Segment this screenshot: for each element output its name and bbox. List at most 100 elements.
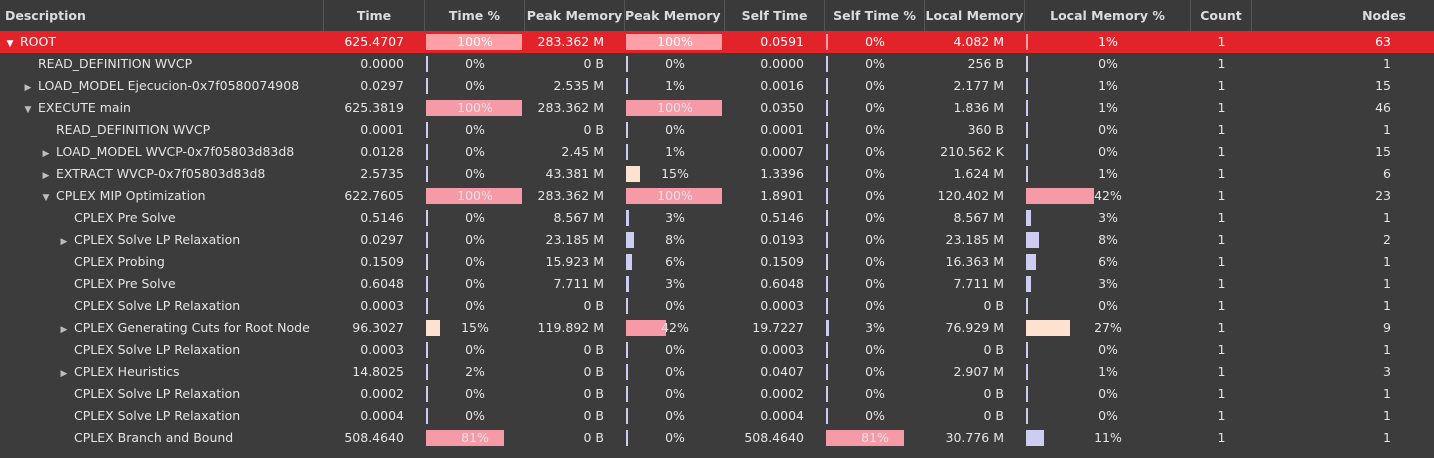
percent-label: 0% — [1098, 144, 1118, 159]
self-time-pct-cell: 0% — [825, 295, 925, 317]
tree-row[interactable]: ▼ ROOT 625.4707 100% 283.362 M 100% 0.0591 0% 4.… — [0, 31, 1434, 53]
peak-memory-cell: 23.185 M — [545, 232, 605, 247]
local-memory-pct-cell: 42% — [1025, 185, 1191, 207]
time-pct-cell: 0% — [425, 273, 525, 295]
percent-label: 0% — [865, 188, 885, 203]
percent-bar — [426, 232, 428, 248]
column-header-nodes[interactable]: Nodes — [1362, 8, 1406, 23]
peak-memory-cell: 119.892 M — [537, 320, 604, 335]
collapsed-arrow-icon[interactable]: ▶ — [60, 369, 68, 379]
collapsed-arrow-icon[interactable]: ▶ — [60, 237, 68, 247]
tree-row[interactable]: CPLEX Pre Solve 0.6048 0% 7.711 M 3% 0.6048 0%… — [0, 273, 1434, 295]
percent-bar — [626, 342, 628, 358]
percent-bar — [426, 408, 428, 424]
column-header-count[interactable]: Count — [1191, 0, 1252, 31]
row-description: CPLEX Pre Solve — [0, 273, 324, 295]
percent-label: 1% — [665, 78, 685, 93]
tree-row[interactable]: CPLEX Solve LP Relaxation 0.0003 0% 0 B 0% 0.… — [0, 295, 1434, 317]
nodes-cell: 2 — [1383, 232, 1391, 247]
tree-row[interactable]: CPLEX Solve LP Relaxation 0.0003 0% 0 B 0% 0.… — [0, 339, 1434, 361]
self-time-cell: 1.3396 — [760, 166, 804, 181]
self-time-pct-cell: 0% — [825, 119, 925, 141]
tree-row[interactable]: READ_DEFINITION WVCP 0.0000 0% 0 B 0% 0.0000 0… — [0, 53, 1434, 75]
time-cell: 625.3819 — [344, 100, 404, 115]
row-description: CPLEX Pre Solve — [0, 207, 324, 229]
expanded-arrow-icon[interactable]: ▼ — [24, 105, 32, 115]
tree-row[interactable]: ▶ LOAD_MODEL WVCP-0x7f05803d83d8 0.0128 0% 2… — [0, 141, 1434, 163]
tree-row[interactable]: ▶ CPLEX Generating Cuts for Root Node 96.3… — [0, 317, 1434, 339]
tree-row[interactable]: CPLEX Pre Solve 0.5146 0% 8.567 M 3% 0.5146 0%… — [0, 207, 1434, 229]
nodes-cell: 1 — [1383, 254, 1391, 269]
tree-row[interactable]: CPLEX Solve LP Relaxation 0.0002 0% 0 B 0% 0.… — [0, 383, 1434, 405]
tree-row[interactable]: ▼ CPLEX MIP Optimization 622.7605 100% 283.3… — [0, 185, 1434, 207]
column-header-peak-memory-pct[interactable]: Peak Memory % — [625, 0, 725, 31]
column-header-self-time[interactable]: Self Time — [725, 0, 825, 31]
percent-bar — [1026, 342, 1028, 358]
row-description: READ_DEFINITION WVCP — [0, 119, 324, 141]
self-time-pct-cell: 0% — [825, 75, 925, 97]
collapsed-arrow-icon[interactable]: ▶ — [42, 149, 50, 159]
percent-label: 0% — [1098, 342, 1118, 357]
row-description-label: CPLEX Probing — [74, 254, 165, 269]
column-header-time-pct[interactable]: Time % — [425, 0, 525, 31]
percent-label: 1% — [665, 144, 685, 159]
percent-label: 3% — [665, 210, 685, 225]
percent-bar — [1026, 430, 1044, 446]
row-description: ▶ LOAD_MODEL WVCP-0x7f05803d83d8 — [0, 141, 324, 163]
tree-row[interactable]: ▶ CPLEX Solve LP Relaxation 0.0297 0% 23.185… — [0, 229, 1434, 251]
percent-label: 0% — [465, 56, 485, 71]
percent-label: 2% — [465, 364, 485, 379]
column-header-time[interactable]: Time — [324, 0, 425, 31]
self-time-pct-cell: 0% — [825, 141, 925, 163]
percent-bar — [426, 320, 440, 336]
self-time-pct-cell: 81% — [825, 427, 925, 449]
expanded-arrow-icon[interactable]: ▼ — [42, 193, 50, 203]
percent-bar — [1026, 188, 1094, 204]
percent-bar — [626, 298, 628, 314]
tree-row[interactable]: CPLEX Probing 0.1509 0% 15.923 M 6% 0.1509 0% 1… — [0, 251, 1434, 273]
percent-label: 0% — [465, 386, 485, 401]
percent-label: 100% — [657, 100, 693, 115]
percent-bar — [826, 364, 828, 380]
column-header-description[interactable]: Description — [0, 0, 324, 31]
collapsed-arrow-icon[interactable]: ▶ — [24, 83, 32, 93]
self-time-cell: 1.8901 — [760, 188, 804, 203]
time-cell: 0.0002 — [360, 386, 404, 401]
nodes-cell: 1 — [1383, 122, 1391, 137]
tree-row[interactable]: ▼ EXECUTE main 625.3819 100% 283.362 M 100% 0.… — [0, 97, 1434, 119]
column-header-local-memory[interactable]: Local Memory — [925, 0, 1025, 31]
percent-label: 11% — [1094, 430, 1122, 445]
peak-memory-cell: 0 B — [583, 408, 604, 423]
tree-row[interactable]: CPLEX Solve LP Relaxation 0.0004 0% 0 B 0% 0.… — [0, 405, 1434, 427]
percent-bar — [626, 408, 628, 424]
percent-label: 0% — [465, 342, 485, 357]
column-header-local-memory-pct[interactable]: Local Memory % — [1025, 0, 1191, 31]
column-header-self-time-pct[interactable]: Self Time % — [825, 0, 925, 31]
time-pct-cell: 0% — [425, 207, 525, 229]
count-cell: 1 — [1217, 408, 1226, 423]
tree-row[interactable]: READ_DEFINITION WVCP 0.0001 0% 0 B 0% 0.0001 0… — [0, 119, 1434, 141]
percent-label: 0% — [1098, 386, 1118, 401]
expanded-arrow-icon[interactable]: ▼ — [6, 39, 14, 49]
tree-row[interactable]: ▶ EXTRACT WVCP-0x7f05803d83d8 2.5735 0% 43.3… — [0, 163, 1434, 185]
tree-row[interactable]: ▶ CPLEX Heuristics 14.8025 2% 0 B 0% 0.0407 0% 2… — [0, 361, 1434, 383]
percent-bar — [426, 100, 522, 116]
count-cell: 1 — [1217, 144, 1226, 159]
collapsed-arrow-icon[interactable]: ▶ — [42, 171, 50, 181]
local-memory-pct-cell: 0% — [1025, 339, 1191, 361]
self-time-pct-cell: 0% — [825, 53, 925, 75]
self-time-cell: 0.5146 — [760, 210, 804, 225]
percent-bar — [1026, 56, 1028, 72]
tree-row[interactable]: CPLEX Branch and Bound 508.4640 81% 0 B 0% 50… — [0, 427, 1434, 449]
nodes-cell: 23 — [1375, 188, 1391, 203]
percent-bar — [426, 144, 428, 160]
collapsed-arrow-icon[interactable]: ▶ — [60, 325, 68, 335]
percent-bar — [1026, 298, 1028, 314]
percent-bar — [426, 188, 522, 204]
tree-row[interactable]: ▶ LOAD_MODEL Ejecucion-0x7f0580074908 0.02… — [0, 75, 1434, 97]
column-header-bar: Description Time Time % Peak Memory Peak… — [0, 0, 1434, 32]
percent-bar — [1026, 144, 1028, 160]
time-pct-cell: 0% — [425, 53, 525, 75]
column-header-peak-memory[interactable]: Peak Memory — [525, 0, 625, 31]
